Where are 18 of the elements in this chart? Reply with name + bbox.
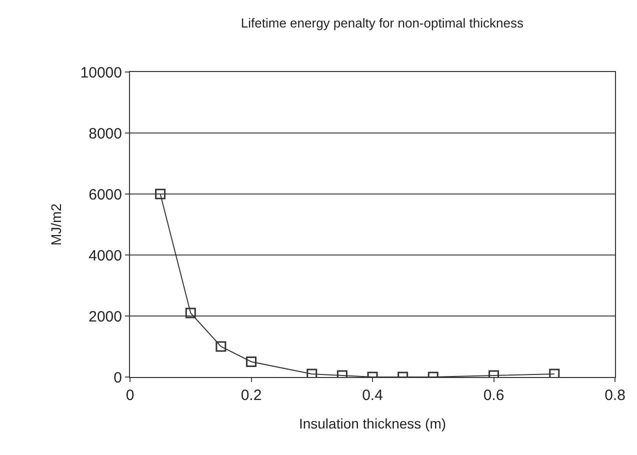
x-tick-label: 0.4 xyxy=(362,387,383,404)
point xyxy=(306,368,318,377)
x-tick-label: 0.2 xyxy=(240,387,262,404)
x-axis-title: Insulation thickness (m) xyxy=(298,415,446,432)
y-tick-label: 10000 xyxy=(80,64,122,82)
y-tick-label: 4000 xyxy=(88,247,122,264)
chart-title: Lifetime energy penalty for non-optimal thickness xyxy=(240,15,524,30)
y-tick-label: 8000 xyxy=(88,125,122,142)
x-tick-label: 0 xyxy=(126,387,134,404)
y-tick-label: 6000 xyxy=(88,186,122,204)
y-tick-label: 2000 xyxy=(88,308,122,326)
x-tick-label: 0.8 xyxy=(604,387,626,404)
y-tick-label: 0 xyxy=(114,369,122,386)
x-tick-label: 0.6 xyxy=(483,387,504,404)
point xyxy=(185,308,196,318)
y-axis-title: MJ/m2 xyxy=(48,203,64,246)
point xyxy=(549,368,560,377)
point xyxy=(155,188,166,200)
